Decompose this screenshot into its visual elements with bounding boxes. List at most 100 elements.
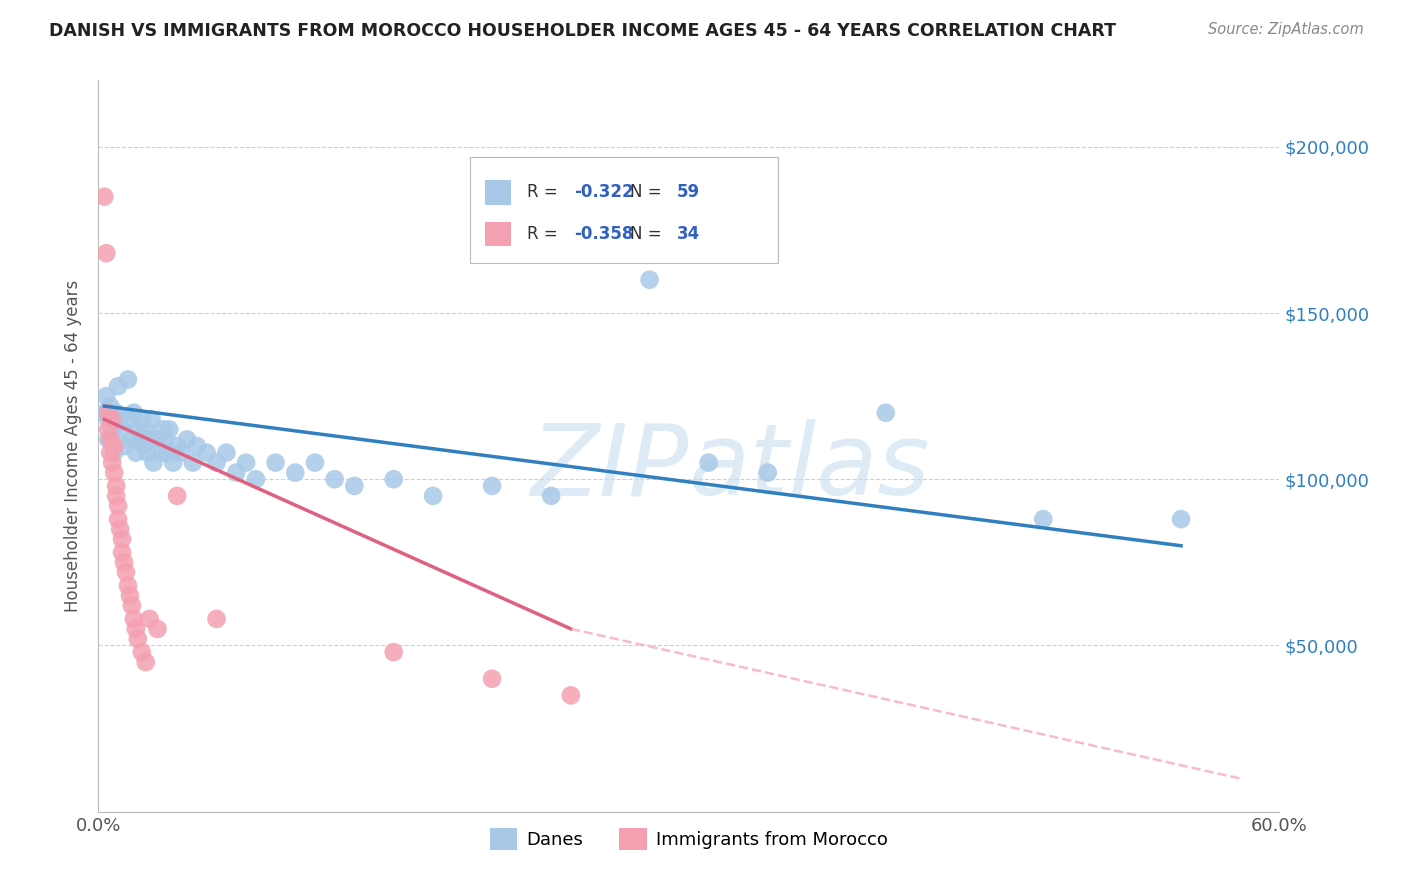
Point xyxy=(111,532,134,546)
Point xyxy=(98,399,121,413)
Point xyxy=(105,406,128,420)
Point xyxy=(96,246,118,260)
Point xyxy=(176,433,198,447)
Point xyxy=(235,456,257,470)
Point xyxy=(166,489,188,503)
Point xyxy=(697,456,720,470)
Point xyxy=(101,422,124,436)
Legend: Danes, Immigrants from Morocco: Danes, Immigrants from Morocco xyxy=(484,821,894,857)
Point xyxy=(115,566,138,580)
Point xyxy=(107,512,129,526)
Point xyxy=(141,412,163,426)
Point xyxy=(181,456,204,470)
Point xyxy=(264,456,287,470)
Text: R =: R = xyxy=(527,225,564,243)
Point xyxy=(138,433,160,447)
Point xyxy=(118,589,141,603)
Point xyxy=(122,612,145,626)
Point xyxy=(205,612,228,626)
Point xyxy=(103,439,125,453)
Y-axis label: Householder Income Ages 45 - 64 years: Householder Income Ages 45 - 64 years xyxy=(65,280,83,612)
Point xyxy=(97,412,120,426)
Point xyxy=(875,406,897,420)
Point xyxy=(128,433,150,447)
Text: -0.322: -0.322 xyxy=(575,183,634,202)
Point xyxy=(107,499,129,513)
Point xyxy=(481,672,503,686)
Point xyxy=(146,622,169,636)
Text: atlas: atlas xyxy=(689,419,931,516)
Point xyxy=(756,466,779,480)
Point xyxy=(382,645,405,659)
Point xyxy=(156,445,179,459)
Point xyxy=(132,439,155,453)
FancyBboxPatch shape xyxy=(485,180,510,204)
Point xyxy=(111,422,134,436)
Point xyxy=(138,612,160,626)
Point xyxy=(112,555,135,569)
Point xyxy=(152,422,174,436)
Point xyxy=(122,406,145,420)
Point xyxy=(131,412,153,426)
Point xyxy=(205,456,228,470)
Point xyxy=(93,406,115,420)
Point xyxy=(101,456,124,470)
Point xyxy=(136,445,159,459)
Point xyxy=(127,632,149,646)
Text: 59: 59 xyxy=(678,183,700,202)
Point xyxy=(245,472,267,486)
Text: ZIP: ZIP xyxy=(530,419,689,516)
Point xyxy=(166,439,188,453)
Point xyxy=(170,445,193,459)
Point xyxy=(117,579,139,593)
Point xyxy=(125,445,148,459)
Point xyxy=(481,479,503,493)
Point xyxy=(540,489,562,503)
Point xyxy=(1032,512,1054,526)
Point xyxy=(117,372,139,386)
Point xyxy=(97,422,120,436)
Point xyxy=(638,273,661,287)
Point xyxy=(560,689,582,703)
Point xyxy=(155,433,177,447)
Point xyxy=(135,422,157,436)
Point xyxy=(97,433,120,447)
Text: DANISH VS IMMIGRANTS FROM MOROCCO HOUSEHOLDER INCOME AGES 45 - 64 YEARS CORRELAT: DANISH VS IMMIGRANTS FROM MOROCCO HOUSEH… xyxy=(49,22,1116,40)
FancyBboxPatch shape xyxy=(471,157,778,263)
Point xyxy=(146,433,169,447)
Point xyxy=(105,489,128,503)
Text: Source: ZipAtlas.com: Source: ZipAtlas.com xyxy=(1208,22,1364,37)
Point xyxy=(97,406,120,420)
FancyBboxPatch shape xyxy=(485,222,510,246)
Point xyxy=(135,655,157,669)
Point xyxy=(111,545,134,559)
Point xyxy=(98,433,121,447)
Point xyxy=(157,422,180,436)
Point xyxy=(225,466,247,480)
Point xyxy=(98,445,121,459)
Point xyxy=(125,622,148,636)
Point xyxy=(323,472,346,486)
Point xyxy=(118,412,141,426)
Point xyxy=(304,456,326,470)
Point xyxy=(215,445,238,459)
Point xyxy=(131,645,153,659)
Point xyxy=(343,479,366,493)
Point xyxy=(127,422,149,436)
Point xyxy=(382,472,405,486)
Point xyxy=(121,599,143,613)
Text: N =: N = xyxy=(630,225,666,243)
Point xyxy=(105,479,128,493)
Point xyxy=(150,445,173,459)
Point xyxy=(107,379,129,393)
Point xyxy=(422,489,444,503)
Point xyxy=(108,522,131,536)
Point xyxy=(186,439,208,453)
Text: -0.358: -0.358 xyxy=(575,225,634,243)
Point xyxy=(112,439,135,453)
Point xyxy=(101,412,124,426)
Text: 34: 34 xyxy=(678,225,700,243)
Point xyxy=(93,189,115,203)
Point xyxy=(96,389,118,403)
Point xyxy=(284,466,307,480)
